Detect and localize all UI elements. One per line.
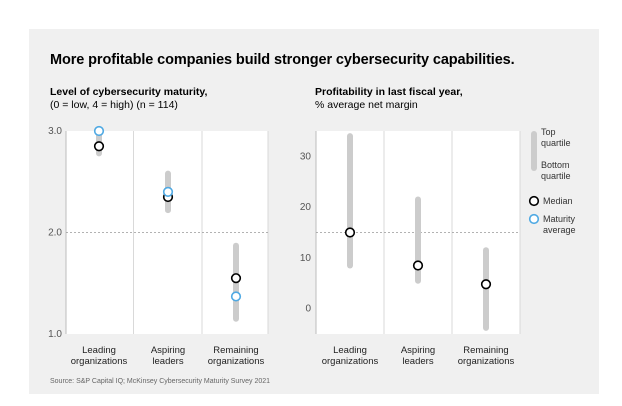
category-label: leaders [152,356,183,367]
y-tick-label: 10 [300,253,312,264]
chart-title: More profitable companies build stronger… [50,52,515,68]
legend-average-label-2: average [543,225,576,235]
category-label: organizations [71,356,128,367]
y-tick-label: 2.0 [48,228,62,239]
legend-range-bottom-label: Bottom [541,160,570,170]
category-label: organizations [208,356,265,367]
y-tick-label: 1.0 [48,329,62,340]
left-chart-subtitle: (0 = low, 4 = high) (n = 114) [50,99,178,111]
legend-average-label-1: Maturity [543,214,576,224]
category-label: organizations [458,356,515,367]
median-marker [344,227,356,238]
category-label: Remaining [213,345,258,356]
y-tick-label: 30 [300,151,312,162]
legend-range-top-label: quartile [541,138,571,148]
right-chart-subtitle: % average net margin [315,99,418,111]
category-label: Remaining [463,345,508,356]
legend-median-label: Median [543,196,573,206]
category-label: Leading [333,345,367,356]
source-note: Source: S&P Capital IQ; McKinsey Cyberse… [50,378,271,385]
category-label: leaders [402,356,433,367]
y-tick-label: 3.0 [48,126,62,137]
category-label: Aspiring [151,345,185,356]
y-tick-label: 20 [300,202,312,213]
left-chart-title: Level of cybersecurity maturity, [50,86,208,98]
category-label: Leading [82,345,116,356]
legend-range-bottom-label: quartile [541,171,571,181]
median-marker [93,141,105,152]
y-tick-label: 0 [305,304,311,315]
legend-median-marker [528,195,540,207]
median-marker [480,279,492,290]
maturity-average-marker [230,291,242,302]
category-label: Aspiring [401,345,435,356]
legend-range-top-label: Top [541,127,556,137]
median-marker [412,260,424,271]
legend-average-marker [528,213,540,225]
median-marker [230,273,242,284]
category-label: organizations [322,356,379,367]
maturity-average-marker [162,186,174,197]
maturity-average-marker [93,125,105,137]
right-chart-title: Profitability in last fiscal year, [315,86,463,98]
